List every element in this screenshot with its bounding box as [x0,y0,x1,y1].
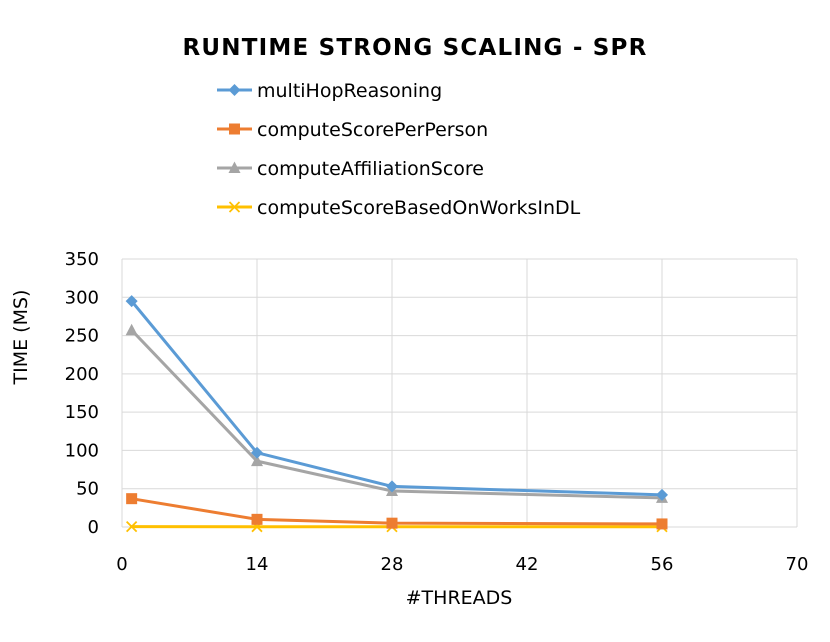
legend-item: computeScoreBasedOnWorksInDL [217,197,581,219]
x-axis-ticks: 0 14 28 42 56 70 [116,554,808,575]
series-line [130,299,664,497]
y-tick-label: 300 [65,287,99,308]
x-tick-label: 42 [516,554,539,575]
data-point [125,323,138,336]
series-line [130,328,664,500]
legend: multiHopReasoning computeScorePerPerson co… [217,80,581,219]
series-multiHopReasoning [125,295,668,501]
legend-item: multiHopReasoning [217,80,442,102]
data-point [251,513,263,525]
x-tick-label: 28 [381,554,404,575]
x-tick-label: 0 [116,554,127,575]
series-computeAffiliationScore [125,323,668,503]
x-tick-label: 14 [246,554,269,575]
x-tick-label: 70 [786,554,809,575]
data-point [126,493,138,505]
x-tick-label: 56 [651,554,674,575]
legend-label: computeAffiliationScore [257,158,484,180]
legend-label: computeScorePerPerson [257,119,488,141]
data-point [656,518,668,530]
legend-marker [229,123,240,135]
y-tick-label: 250 [65,326,99,347]
plot-series [125,295,668,533]
y-axis-label: TIME (MS) [10,290,32,386]
gridlines [121,258,798,528]
legend-label: multiHopReasoning [257,80,442,102]
series-computeScorePerPerson [126,493,668,530]
chart-title: RUNTIME STRONG SCALING - SPR [182,35,647,61]
y-tick-label: 200 [65,364,99,385]
data-point [251,446,263,459]
x-axis-label: #THREADS [406,587,513,609]
y-axis-ticks: 0 50 100 150 200 250 300 350 [65,249,99,538]
y-tick-label: 50 [76,479,99,500]
data-point [125,295,138,308]
y-tick-label: 350 [65,249,99,270]
legend-marker [228,201,241,213]
data-point [386,480,398,493]
y-tick-label: 100 [65,440,99,461]
legend-item: computeAffiliationScore [217,158,484,180]
legend-marker [228,161,241,173]
y-tick-label: 0 [88,517,99,538]
legend-label: computeScoreBasedOnWorksInDL [257,197,581,219]
legend-item: computeScorePerPerson [217,119,488,141]
data-point [656,488,668,501]
y-tick-label: 150 [65,402,99,423]
series-line [130,497,664,526]
data-point [386,517,398,529]
data-point [126,520,138,533]
legend-marker [228,84,241,96]
data-point [251,454,263,467]
